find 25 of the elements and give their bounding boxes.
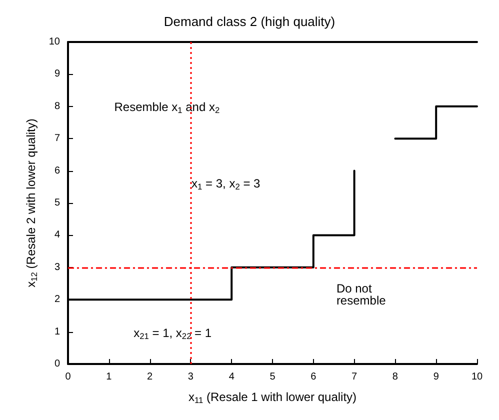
- annotation: Do not resemble: [336, 282, 386, 308]
- x-tick-label: 0: [65, 372, 72, 382]
- y-axis-title: x12 (Resale 2 with lower quality): [24, 118, 39, 288]
- y-tick-label: 5: [54, 198, 60, 208]
- x-tick-label: 6: [310, 372, 317, 382]
- y-tick-label: 6: [54, 165, 60, 176]
- y-tick-label: 2: [54, 294, 60, 306]
- x-tick-label: 7: [352, 372, 358, 382]
- x-tick-label: 2: [147, 372, 154, 382]
- y-tick-label: 3: [54, 262, 60, 273]
- y-tick-label: 7: [54, 133, 60, 144]
- x-tick-label: 8: [392, 372, 398, 382]
- x-tick-label: 3: [188, 372, 194, 382]
- y-tick-label: 0: [54, 358, 60, 370]
- y-tick-label: 1: [54, 326, 60, 338]
- y-tick-label: 4: [54, 230, 60, 241]
- x-tick-label: 9: [433, 372, 440, 382]
- x-tick-label: 5: [270, 372, 276, 382]
- y-tick-label: 10: [48, 36, 60, 48]
- chart-title: Demand class 2 (high quality): [164, 14, 336, 29]
- y-tick-label: 8: [54, 100, 60, 112]
- x-tick-label: 10: [471, 372, 483, 382]
- y-tick-label: 9: [54, 68, 60, 80]
- x-tick-label: 1: [106, 372, 112, 382]
- x-tick-label: 4: [228, 372, 235, 382]
